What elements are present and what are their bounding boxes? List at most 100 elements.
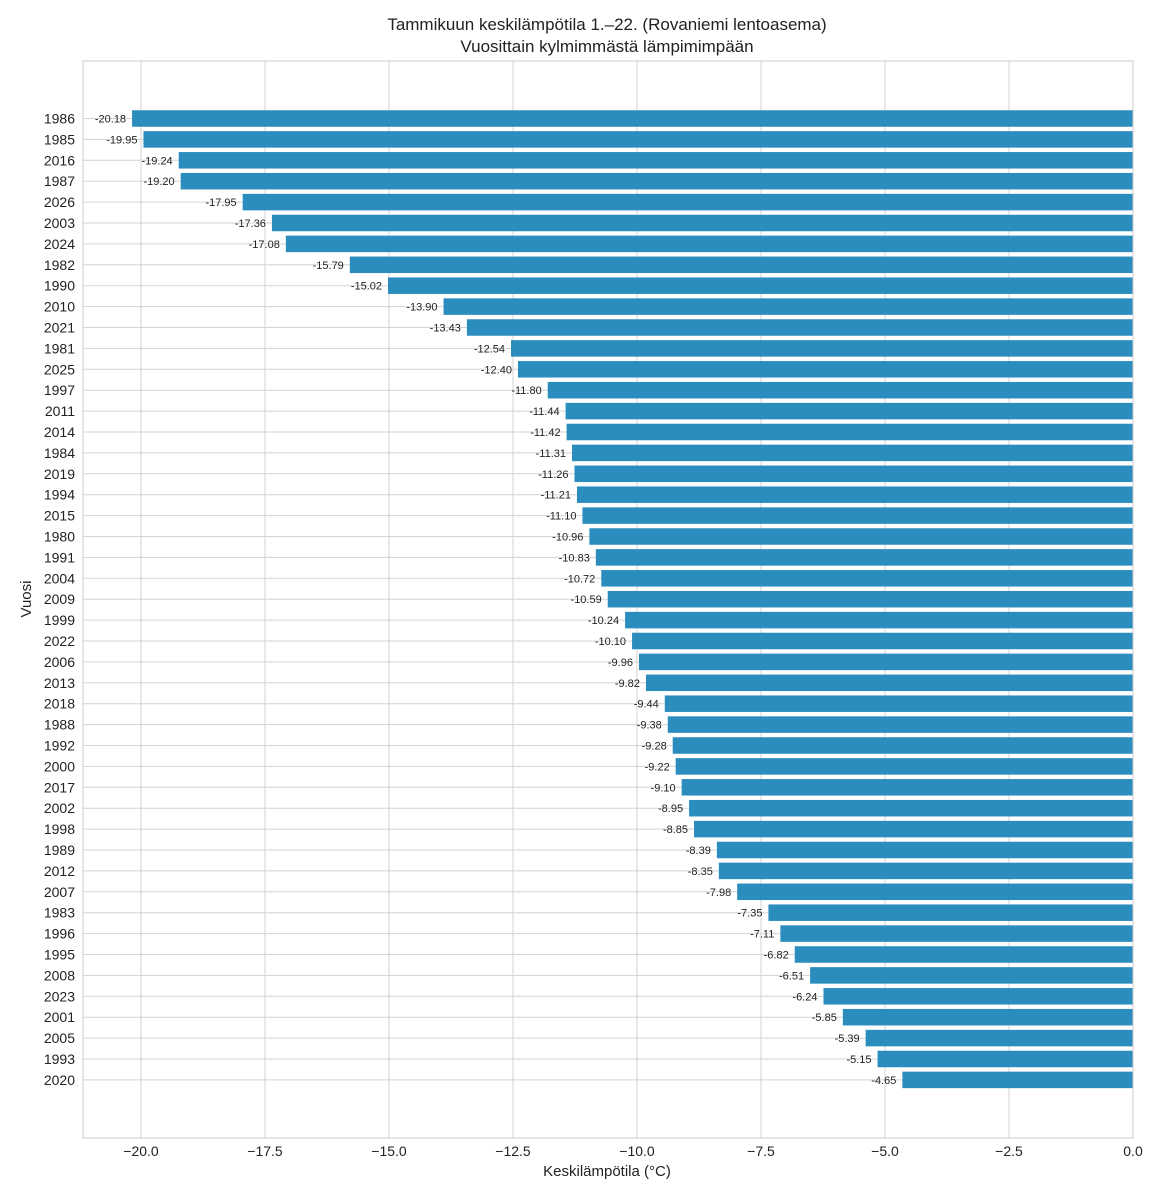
bar xyxy=(443,298,1133,315)
bar-value-label: -5.85 xyxy=(812,1012,837,1024)
y-tick-label: 2006 xyxy=(44,654,75,670)
bar xyxy=(625,611,1133,629)
bar xyxy=(576,486,1133,503)
y-tick-label: 1982 xyxy=(44,257,75,273)
bar-value-label: -9.28 xyxy=(642,741,667,753)
bar-value-label: -8.39 xyxy=(686,845,711,857)
bar-value-label: -9.82 xyxy=(615,678,640,690)
y-tick-label: 2005 xyxy=(44,1030,75,1046)
bar xyxy=(242,193,1133,211)
y-tick-label: 1993 xyxy=(44,1051,75,1067)
y-tick-label: 1985 xyxy=(44,131,75,147)
bar-value-label: -12.40 xyxy=(481,364,512,376)
bar-value-label: -11.21 xyxy=(541,490,571,502)
y-tick-label: 1995 xyxy=(44,947,75,963)
bar xyxy=(718,862,1133,880)
data-labels: -20.18 -19.95 -19.24 -19.20 -17.95 -17.36 -17.… xyxy=(95,114,896,1087)
bar xyxy=(780,925,1133,942)
bar-value-label: -17.95 xyxy=(205,197,236,209)
bar xyxy=(672,737,1133,754)
bar xyxy=(768,904,1133,921)
bar-value-label: -7.35 xyxy=(737,908,762,920)
bar xyxy=(865,1029,1133,1047)
bar-value-label: -11.31 xyxy=(536,448,566,460)
bar xyxy=(566,423,1133,441)
bar xyxy=(572,444,1133,462)
bar-value-label: -17.08 xyxy=(249,239,280,251)
y-tick-label: 2013 xyxy=(44,675,75,691)
bar-value-label: -8.95 xyxy=(658,803,683,815)
bar xyxy=(694,820,1133,838)
y-tick-label: 2022 xyxy=(44,633,75,649)
y-tick-label: 1988 xyxy=(44,717,75,733)
y-tick-label: 1981 xyxy=(44,340,75,356)
x-tick-label: −20.0 xyxy=(123,1143,159,1159)
bar xyxy=(675,758,1133,775)
bar-value-label: -11.80 xyxy=(511,385,541,397)
bar-value-label: -11.10 xyxy=(546,511,576,523)
bar xyxy=(285,235,1133,253)
bar xyxy=(132,110,1133,127)
y-tick-label: 2018 xyxy=(44,696,75,712)
bar xyxy=(466,319,1133,336)
y-tick-label: 2002 xyxy=(44,800,75,816)
y-tick-label: 1999 xyxy=(44,612,75,628)
y-tick-label: 2003 xyxy=(44,215,75,231)
bar-value-label: -7.98 xyxy=(706,887,731,899)
bar xyxy=(607,590,1133,608)
y-axis-label: Vuosi xyxy=(18,581,35,618)
x-tick-label: −17.5 xyxy=(247,1143,283,1159)
bar-value-label: -9.22 xyxy=(645,761,670,773)
bar-value-label: -15.79 xyxy=(313,260,344,272)
bar-value-label: -10.10 xyxy=(595,636,626,648)
bar-value-label: -6.24 xyxy=(792,991,817,1003)
y-tick-label: 2009 xyxy=(44,591,75,607)
y-tick-label: 1986 xyxy=(44,111,75,127)
bar-value-label: -9.96 xyxy=(608,657,633,669)
bar xyxy=(511,340,1133,357)
bar xyxy=(143,131,1134,148)
bar-value-label: -8.35 xyxy=(688,866,713,878)
y-tick-label: 2015 xyxy=(44,508,75,524)
y-tick-label: 2024 xyxy=(44,236,75,252)
bar-value-label: -8.85 xyxy=(663,824,688,836)
x-tick-label: −2.5 xyxy=(995,1143,1023,1159)
y-tick-label: 2026 xyxy=(44,194,75,210)
bar xyxy=(794,946,1133,963)
x-tick-label: 0.0 xyxy=(1123,1143,1143,1159)
x-tick-labels: −20.0 −17.5 −15.0 −12.5 −10.0 −7.5 −5.0 −2.5 0.0 xyxy=(123,1143,1143,1159)
bar-value-label: -13.90 xyxy=(406,302,437,314)
chart-title: Tammikuun keskilämpötila 1.–22. (Rovanie… xyxy=(387,15,826,34)
y-tick-label: 2020 xyxy=(44,1072,75,1088)
bar xyxy=(823,988,1133,1005)
y-tick-label: 2025 xyxy=(44,361,75,377)
bar xyxy=(349,256,1133,274)
bar xyxy=(689,799,1133,817)
bar xyxy=(638,653,1133,671)
bars xyxy=(132,110,1134,1089)
bar xyxy=(681,779,1133,796)
y-tick-label: 2023 xyxy=(44,988,75,1004)
bar xyxy=(271,214,1134,232)
bar-value-label: -10.96 xyxy=(552,532,583,544)
y-tick-label: 2019 xyxy=(44,466,75,482)
y-tick-label: 2014 xyxy=(44,424,75,440)
x-axis-label: Keskilämpötila (°C) xyxy=(543,1163,671,1180)
x-tick-label: −7.5 xyxy=(747,1143,775,1159)
bar xyxy=(877,1050,1133,1068)
y-tick-label: 1990 xyxy=(44,278,75,294)
bar xyxy=(664,695,1133,712)
bar xyxy=(810,967,1133,984)
bar xyxy=(517,361,1133,378)
bar xyxy=(737,883,1133,901)
bar xyxy=(589,528,1133,545)
bar-value-label: -10.24 xyxy=(588,615,619,627)
bar xyxy=(842,1008,1133,1026)
bar xyxy=(180,172,1133,190)
y-tick-label: 1984 xyxy=(44,445,75,461)
bar-value-label: -9.38 xyxy=(637,720,662,732)
y-tick-label: 2004 xyxy=(44,570,75,586)
y-tick-label: 2011 xyxy=(45,403,75,419)
y-tick-label: 2016 xyxy=(44,152,75,168)
